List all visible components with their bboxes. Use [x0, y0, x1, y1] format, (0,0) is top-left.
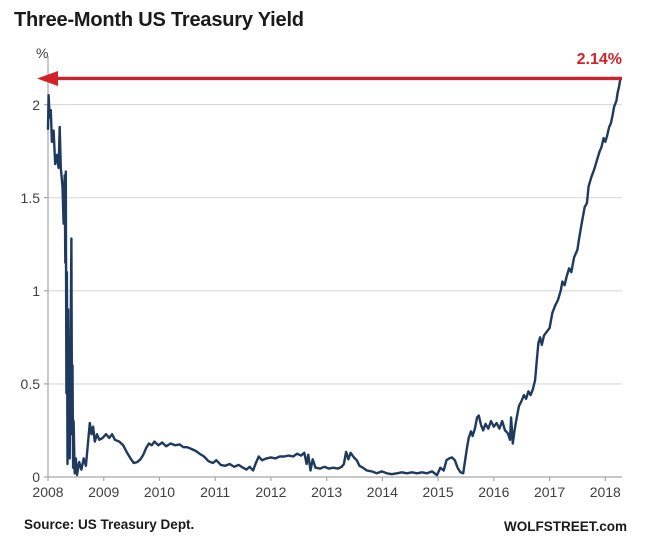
- y-axis-unit-label: %: [36, 45, 49, 61]
- annotation-arrowhead-icon: [37, 70, 58, 86]
- annotation-value-label: 2.14%: [576, 51, 622, 68]
- yield-series-line: [46, 77, 622, 477]
- chart-title: Three-Month US Treasury Yield: [14, 9, 304, 31]
- watermark: WOLFSTREET.com: [503, 519, 627, 534]
- source-note: Source: US Treasury Dept.: [24, 517, 195, 532]
